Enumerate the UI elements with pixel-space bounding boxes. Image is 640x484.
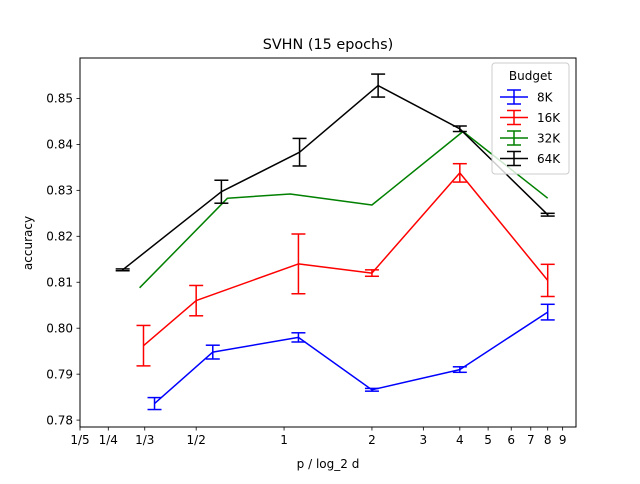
axes-frame bbox=[79, 57, 577, 428]
legend-label-8k: 8K bbox=[537, 90, 554, 104]
legend-item-8k: 8K bbox=[500, 89, 554, 105]
error-bar-64k bbox=[452, 125, 467, 133]
legend-item-64k: 64K bbox=[500, 150, 561, 167]
y-tick-label: 0.78 bbox=[46, 413, 73, 427]
error-bar-16k bbox=[364, 269, 379, 278]
error-bar-8k bbox=[205, 344, 220, 360]
error-bar-8k bbox=[452, 366, 467, 374]
x-tick-label: 6 bbox=[507, 433, 515, 447]
error-bar-8k bbox=[291, 332, 306, 343]
error-bar-16k bbox=[540, 263, 555, 298]
x-tick-label: 1/5 bbox=[70, 433, 89, 447]
x-tick-label: 1/2 bbox=[187, 433, 206, 447]
y-axis-label: accuracy bbox=[21, 216, 35, 270]
y-tick-label: 0.82 bbox=[46, 230, 73, 244]
error-bar-16k bbox=[136, 324, 151, 367]
x-tick-label: 2 bbox=[368, 433, 376, 447]
plot-area bbox=[115, 73, 555, 411]
legend-item-16k: 16K bbox=[500, 109, 561, 126]
series-8k bbox=[147, 303, 555, 411]
x-tick-label: 7 bbox=[527, 433, 535, 447]
y-tick-label: 0.85 bbox=[46, 92, 73, 106]
legend-label-64k: 64K bbox=[537, 152, 561, 166]
legend-label-16k: 16K bbox=[537, 111, 561, 125]
y-tick-label: 0.83 bbox=[46, 184, 73, 198]
y-tick-label: 0.79 bbox=[46, 367, 73, 381]
x-tick-label: 5 bbox=[484, 433, 492, 447]
series-line-16k bbox=[143, 172, 549, 347]
chart-title: SVHN (15 epochs) bbox=[263, 37, 394, 53]
series-32k bbox=[139, 130, 549, 289]
error-bar-64k bbox=[214, 179, 229, 204]
x-tick-label: 1 bbox=[280, 433, 288, 447]
error-bar-64k bbox=[292, 137, 307, 167]
series-64k bbox=[115, 73, 555, 272]
error-bar-16k bbox=[452, 162, 467, 183]
y-tick-label: 0.81 bbox=[46, 276, 73, 290]
x-tick-label: 1/4 bbox=[99, 433, 118, 447]
error-bar-8k bbox=[540, 303, 555, 321]
y-tick-label: 0.84 bbox=[46, 138, 73, 152]
error-bar-8k bbox=[364, 387, 379, 392]
error-bar-64k bbox=[371, 73, 386, 98]
series-line-64k bbox=[122, 84, 549, 271]
series-16k bbox=[136, 162, 555, 367]
x-tick-label: 8 bbox=[544, 433, 552, 447]
legend: Budget 8K 16K 32K 64K bbox=[491, 62, 570, 175]
x-tick-label: 1/3 bbox=[135, 433, 154, 447]
x-tick-label: 9 bbox=[559, 433, 567, 447]
error-bar-64k bbox=[540, 212, 555, 217]
legend-label-32k: 32K bbox=[537, 131, 561, 145]
x-axis-label: p / log_2 d bbox=[297, 457, 360, 471]
legend-title: Budget bbox=[509, 69, 552, 83]
series-line-32k bbox=[139, 130, 549, 289]
error-bar-64k bbox=[115, 268, 130, 272]
error-bar-16k bbox=[291, 233, 306, 295]
error-bar-8k bbox=[147, 396, 162, 411]
error-bar-16k bbox=[189, 284, 204, 317]
x-tick-label: 3 bbox=[420, 433, 428, 447]
series-line-8k bbox=[154, 311, 549, 405]
legend-item-32k: 32K bbox=[500, 130, 561, 146]
y-tick-label: 0.80 bbox=[46, 322, 73, 336]
x-tick-label: 4 bbox=[456, 433, 464, 447]
